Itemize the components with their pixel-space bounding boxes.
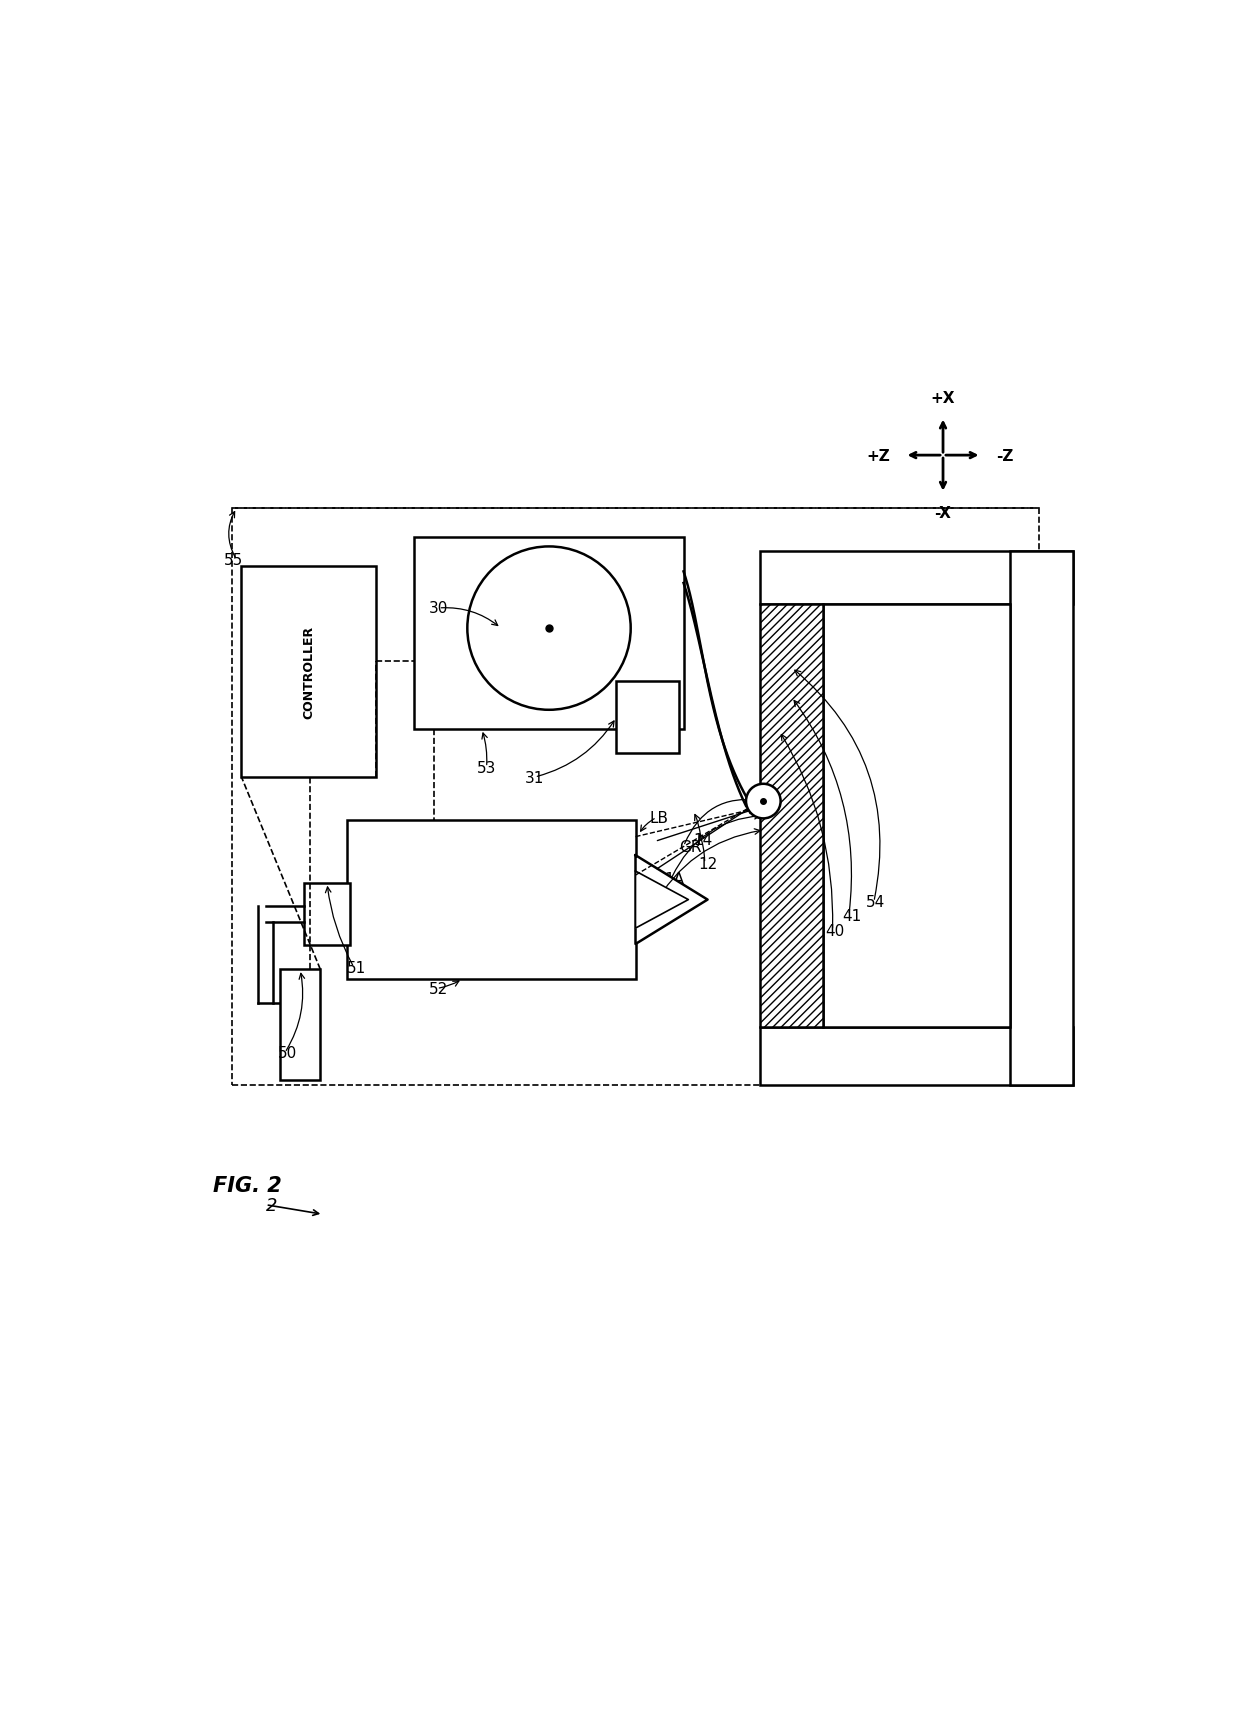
Text: +X: +X [931,391,955,407]
Text: GR: GR [678,839,702,855]
Text: -Z: -Z [996,448,1013,464]
Text: 50: 50 [278,1045,298,1060]
Circle shape [746,784,781,818]
Text: CONTROLLER: CONTROLLER [303,626,315,718]
Bar [280,971,320,1080]
Text: FIG. 2: FIG. 2 [213,1176,281,1195]
Text: 53: 53 [477,761,496,775]
Circle shape [467,547,631,711]
Text: 1A: 1A [665,872,684,887]
Text: 2: 2 [265,1195,277,1214]
Bar [760,606,823,1028]
Text: 31: 31 [525,770,544,785]
Bar [616,682,678,754]
Bar [304,884,350,946]
Bar [347,820,635,979]
Text: -X: -X [935,505,951,521]
Bar [1011,552,1073,1085]
Bar [414,538,683,730]
Text: 14: 14 [693,832,713,848]
Text: 52: 52 [429,981,448,996]
Text: LB: LB [650,810,668,825]
Polygon shape [635,872,688,929]
Text: +Z: +Z [867,448,890,464]
Bar [760,552,1073,606]
Bar [823,606,1011,1028]
Bar [232,509,1039,1085]
Text: 41: 41 [842,908,862,924]
Text: 11: 11 [645,903,665,917]
Bar [760,1028,1073,1085]
Text: 12: 12 [698,856,717,872]
Text: 30: 30 [429,600,449,616]
Text: 40: 40 [825,924,844,939]
Polygon shape [635,856,708,945]
Bar [242,566,376,777]
Text: 51: 51 [347,960,367,976]
Text: 55: 55 [224,554,243,567]
Text: 54: 54 [866,894,885,910]
